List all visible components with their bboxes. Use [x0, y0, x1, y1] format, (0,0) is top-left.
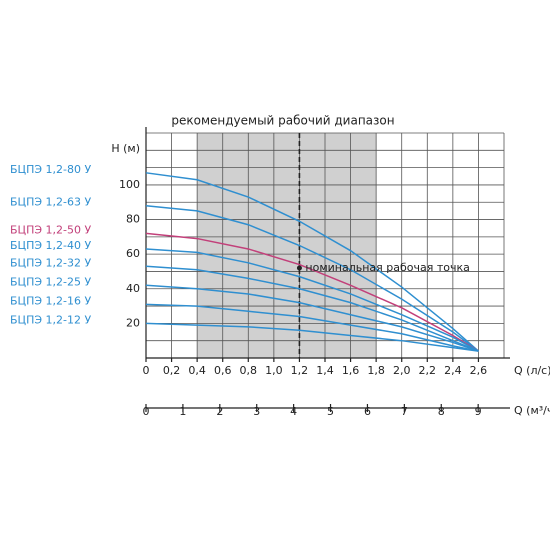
x-tick-label: 1,6: [342, 364, 360, 377]
x-tick-label: 2,6: [470, 364, 488, 377]
series-label: БЦПЭ 1,2-40 У: [10, 239, 91, 252]
x-tick-label: 1,2: [291, 364, 309, 377]
x-tick-label: 2,4: [444, 364, 462, 377]
x-tick-label: 0,2: [163, 364, 181, 377]
series-label: БЦПЭ 1,2-16 У: [10, 294, 91, 307]
x2-tick-label: 7: [401, 405, 408, 418]
curve: [145, 248, 479, 352]
nominal-point: [296, 265, 302, 271]
x-tick-label: 1,8: [367, 364, 385, 377]
series-label: БЦПЭ 1,2-50 У: [10, 223, 91, 236]
x-tick-label: 2,2: [419, 364, 437, 377]
x-tick-label: 2,0: [393, 364, 411, 377]
chart-title: рекомендуемый рабочий диапазон: [171, 114, 394, 128]
x2-tick-label: 6: [364, 405, 371, 418]
y-tick-label: 60: [126, 247, 140, 260]
recommended-range: [197, 133, 377, 358]
x2-tick-label: 8: [438, 405, 445, 418]
curve: [145, 232, 479, 352]
x2-tick-label: 4: [290, 405, 297, 418]
x2-tick-label: 1: [179, 405, 186, 418]
y-tick-label: 20: [126, 316, 140, 329]
x-tick-label: 1,4: [316, 364, 334, 377]
series-label: БЦПЭ 1,2-25 У: [10, 275, 91, 288]
x-tick-label: 1,0: [265, 364, 283, 377]
series-label: БЦПЭ 1,2-63 У: [10, 196, 91, 209]
curve: [145, 322, 479, 352]
y-tick-label: 40: [126, 282, 140, 295]
x-tick-label: 0,4: [188, 364, 206, 377]
x-axis-label: Q (л/с): [514, 364, 550, 377]
x-tick-label: 0: [143, 364, 150, 377]
x2-tick-label: 3: [253, 405, 260, 418]
x2-tick-label: 9: [475, 405, 482, 418]
x2-tick-label: 0: [143, 405, 150, 418]
curve: [145, 204, 479, 352]
series-label: БЦПЭ 1,2-12 У: [10, 313, 91, 326]
curve: [145, 303, 479, 352]
x-tick-label: 0,8: [240, 364, 258, 377]
x-tick-label: 0,6: [214, 364, 232, 377]
curve: [145, 172, 479, 352]
x2-tick-label: 2: [216, 405, 223, 418]
curve: [145, 265, 479, 352]
curve: [145, 284, 479, 352]
y-tick-label: 100: [119, 178, 140, 191]
x2-tick-label: 5: [327, 405, 334, 418]
x2-axis-label: Q (м³/ч): [514, 404, 550, 417]
y-axis-label: H (м): [111, 142, 140, 155]
y-tick-label: 80: [126, 213, 140, 226]
series-label: БЦПЭ 1,2-32 У: [10, 256, 91, 269]
series-label: БЦПЭ 1,2-80 У: [10, 163, 91, 176]
annotation: номинальная рабочая точка: [305, 261, 469, 274]
